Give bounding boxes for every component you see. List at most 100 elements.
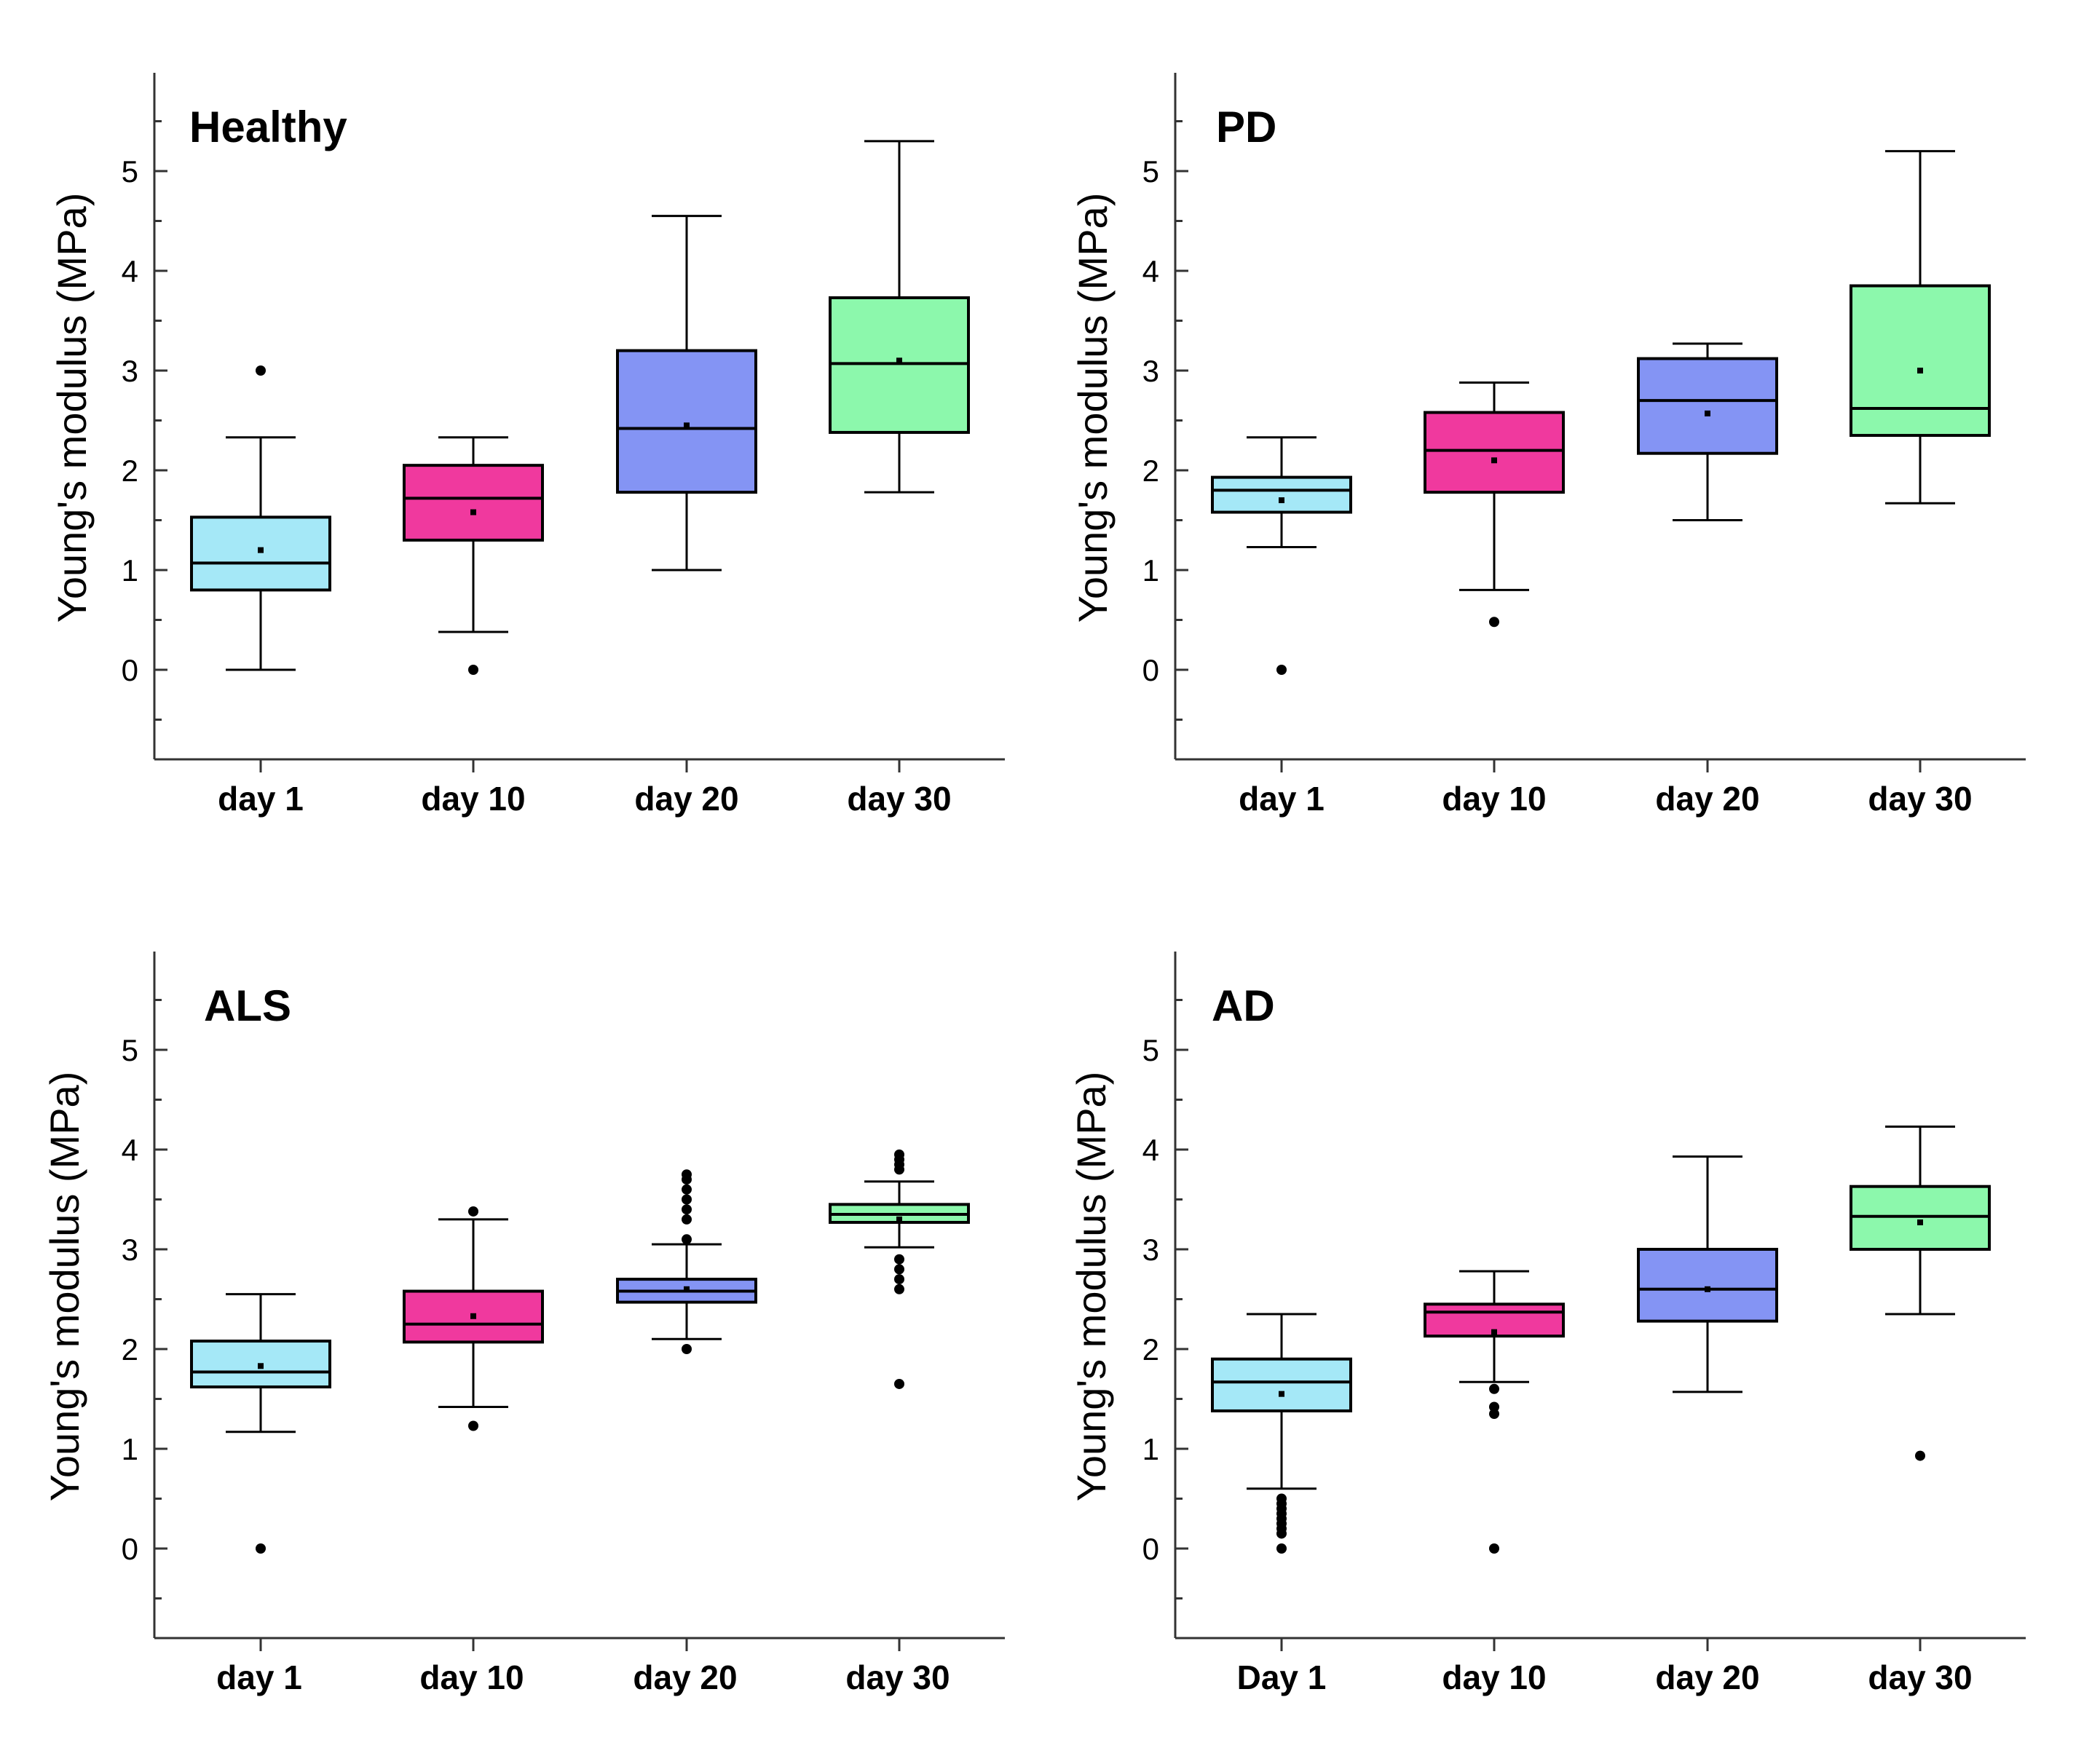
- outlier-point-als-1: [256, 1543, 266, 1554]
- y-tick-label-ad: 4: [1142, 1133, 1159, 1167]
- x-tick-label-ad-1: Day 1: [1237, 1658, 1327, 1696]
- box-pd-4: [1850, 284, 1991, 438]
- panel-title-als: ALS: [204, 981, 291, 1030]
- y-axis-title-als: Young's modulus (MPa): [42, 1072, 87, 1502]
- mean-marker-als-2: [470, 1313, 476, 1319]
- x-tick-label-healthy-2: day 10: [421, 780, 525, 818]
- box-ad-1: [1211, 1357, 1352, 1412]
- box-pd-2: [1424, 411, 1565, 494]
- box-healthy-4: [829, 296, 970, 434]
- box-healthy-3: [616, 349, 757, 494]
- y-tick-label-als: 0: [122, 1532, 138, 1566]
- x-tick-label-ad-4: day 30: [1868, 1658, 1972, 1696]
- mean-marker-ad-3: [1705, 1286, 1710, 1292]
- outlier-point-als-4: [894, 1149, 904, 1160]
- x-tick-label-ad-2: day 10: [1442, 1658, 1546, 1696]
- outlier-point-pd-1: [1276, 665, 1287, 675]
- outlier-point-ad-2: [1489, 1383, 1499, 1394]
- y-tick-label-ad: 2: [1142, 1332, 1159, 1367]
- mean-marker-ad-1: [1279, 1391, 1284, 1397]
- y-tick-label-healthy: 5: [122, 154, 138, 189]
- box-pd-3: [1637, 357, 1778, 455]
- y-tick-label-pd: 4: [1142, 254, 1159, 288]
- y-axis-title-ad: Young's modulus (MPa): [1068, 1072, 1114, 1502]
- x-tick-label-pd-3: day 20: [1655, 780, 1759, 818]
- y-tick-label-healthy: 1: [122, 553, 138, 588]
- y-tick-label-healthy: 2: [122, 454, 138, 488]
- outlier-point-ad-1: [1276, 1543, 1287, 1554]
- mean-marker-healthy-1: [258, 547, 264, 553]
- panel-title-pd: PD: [1216, 103, 1276, 151]
- panel-title-ad: AD: [1212, 981, 1275, 1030]
- x-tick-label-als-4: day 30: [845, 1658, 950, 1696]
- box-ad-4: [1850, 1185, 1991, 1251]
- x-tick-label-pd-4: day 30: [1868, 780, 1972, 818]
- box-healthy-2: [403, 464, 544, 542]
- outlier-point-pd-2: [1489, 617, 1499, 628]
- outlier-point-ad-2: [1489, 1543, 1499, 1554]
- box-healthy-1: [190, 515, 331, 592]
- y-tick-label-ad: 3: [1142, 1233, 1159, 1267]
- y-tick-label-ad: 1: [1142, 1432, 1159, 1466]
- panel-title-healthy: Healthy: [189, 103, 347, 151]
- outlier-point-als-3: [682, 1214, 692, 1225]
- mean-marker-als-4: [896, 1216, 902, 1222]
- y-tick-label-healthy: 4: [122, 254, 138, 288]
- mean-marker-ad-4: [1917, 1219, 1923, 1226]
- outlier-point-als-2: [468, 1206, 478, 1217]
- y-tick-label-ad: 5: [1142, 1033, 1159, 1067]
- outlier-point-als-4: [894, 1378, 904, 1389]
- box-pd-1: [1211, 475, 1352, 514]
- x-tick-label-als-2: day 10: [419, 1658, 524, 1696]
- y-tick-label-pd: 1: [1142, 553, 1159, 588]
- mean-marker-pd-3: [1705, 410, 1710, 416]
- y-tick-label-als: 1: [122, 1432, 138, 1466]
- outlier-point-ad-1: [1276, 1493, 1287, 1504]
- y-tick-label-pd: 0: [1142, 653, 1159, 687]
- y-tick-label-pd: 2: [1142, 454, 1159, 488]
- x-tick-label-als-3: day 20: [633, 1658, 737, 1696]
- y-tick-label-als: 5: [122, 1033, 138, 1067]
- panel-healthy: Healthy Young's modulus (MPa) day 1 day …: [49, 73, 1005, 818]
- outlier-point-ad-2: [1489, 1409, 1499, 1420]
- x-tick-label-healthy-1: day 1: [218, 780, 304, 818]
- y-tick-label-healthy: 0: [122, 653, 138, 687]
- x-tick-label-ad-3: day 20: [1655, 1658, 1759, 1696]
- mean-marker-als-1: [258, 1363, 264, 1369]
- mean-marker-healthy-3: [684, 422, 690, 429]
- mean-marker-healthy-4: [896, 357, 902, 364]
- mean-marker-als-3: [684, 1286, 690, 1292]
- y-tick-label-als: 4: [122, 1133, 138, 1167]
- x-tick-label-pd-1: day 1: [1239, 780, 1325, 818]
- outlier-point-ad-2: [1489, 1401, 1499, 1412]
- y-tick-label-als: 2: [122, 1332, 138, 1367]
- mean-marker-pd-2: [1491, 457, 1497, 464]
- outlier-point-als-3: [682, 1204, 692, 1215]
- outlier-point-als-4: [894, 1254, 904, 1265]
- x-tick-label-healthy-4: day 30: [847, 780, 951, 818]
- y-axis-title-healthy: Young's modulus (MPa): [49, 193, 95, 623]
- outlier-point-ad-4: [1915, 1450, 1925, 1461]
- panel-ad: AD Young's modulus (MPa) Day 1 day 10 da…: [1068, 952, 2026, 1696]
- outlier-point-als-2: [468, 1420, 478, 1431]
- outlier-point-als-3: [682, 1234, 692, 1245]
- y-tick-label-healthy: 3: [122, 354, 138, 388]
- outlier-point-healthy-2: [468, 665, 478, 675]
- outlier-point-healthy-1: [256, 365, 266, 376]
- x-tick-label-als-1: day 1: [216, 1658, 302, 1696]
- mean-marker-ad-2: [1491, 1329, 1497, 1335]
- outlier-point-als-4: [894, 1264, 904, 1275]
- mean-marker-pd-4: [1917, 368, 1923, 373]
- y-axis-title-pd: Young's modulus (MPa): [1070, 193, 1116, 623]
- x-tick-label-pd-2: day 10: [1442, 780, 1546, 818]
- y-tick-label-pd: 3: [1142, 354, 1159, 388]
- y-tick-label-ad: 0: [1142, 1532, 1159, 1566]
- panel-pd: PD Young's modulus (MPa) day 1 day 10 da…: [1070, 73, 2026, 818]
- y-tick-label-als: 3: [122, 1233, 138, 1267]
- outlier-point-als-3: [682, 1184, 692, 1195]
- y-tick-label-pd: 5: [1142, 154, 1159, 189]
- panel-als: ALS Young's modulus (MPa) day 1 day 10 d…: [42, 952, 1005, 1696]
- outlier-point-als-3: [682, 1344, 692, 1354]
- x-tick-label-healthy-3: day 20: [634, 780, 738, 818]
